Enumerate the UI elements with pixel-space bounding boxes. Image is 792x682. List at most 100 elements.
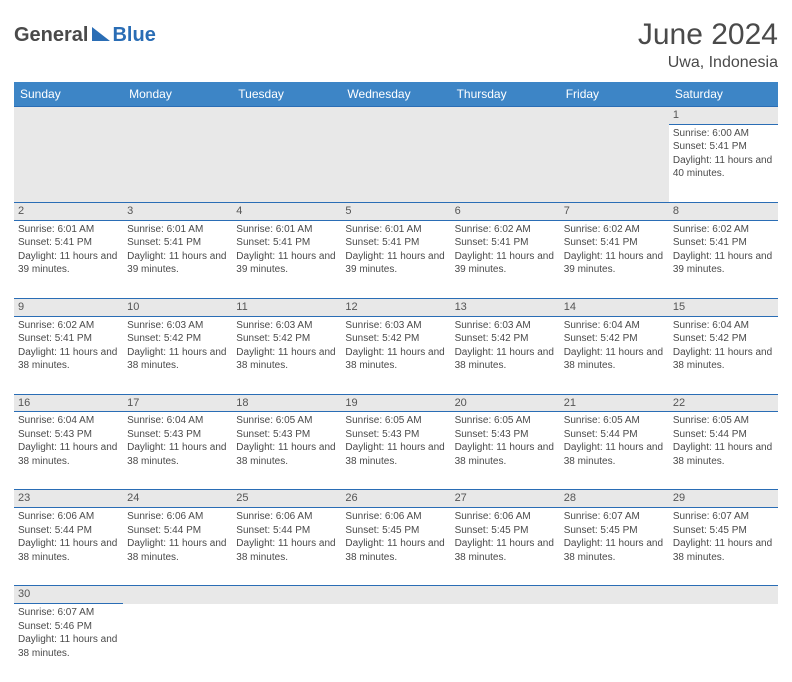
- day-info: Sunrise: 6:01 AMSunset: 5:41 PMDaylight:…: [18, 223, 119, 277]
- day-number-cell: [451, 586, 560, 604]
- logo-text-blue: Blue: [112, 24, 155, 47]
- day-number-cell: 10: [123, 298, 232, 316]
- day-number: 8: [673, 205, 679, 217]
- location: Uwa, Indonesia: [638, 54, 778, 72]
- daylight-line: Daylight: 11 hours and 38 minutes.: [345, 346, 446, 373]
- day-info-cell: Sunrise: 6:00 AMSunset: 5:41 PMDaylight:…: [669, 124, 778, 202]
- day-number-cell: [669, 586, 778, 604]
- day-info-cell: Sunrise: 6:04 AMSunset: 5:43 PMDaylight:…: [123, 412, 232, 490]
- daylight-line: Daylight: 11 hours and 38 minutes.: [345, 537, 446, 564]
- daylight-line: Daylight: 11 hours and 38 minutes.: [236, 346, 337, 373]
- day-number-cell: [451, 107, 560, 125]
- daylight-line: Daylight: 11 hours and 38 minutes.: [236, 537, 337, 564]
- day-info-cell: Sunrise: 6:03 AMSunset: 5:42 PMDaylight:…: [123, 316, 232, 394]
- day-number-cell: 6: [451, 202, 560, 220]
- daynum-row: 2345678: [14, 202, 778, 220]
- header: General Blue June 2024 Uwa, Indonesia: [14, 18, 778, 72]
- day-number-cell: 5: [341, 202, 450, 220]
- day-number-cell: 9: [14, 298, 123, 316]
- day-info-cell: Sunrise: 6:04 AMSunset: 5:43 PMDaylight:…: [14, 412, 123, 490]
- day-number-cell: 11: [232, 298, 341, 316]
- day-number: 16: [18, 397, 30, 409]
- day-info-cell: Sunrise: 6:06 AMSunset: 5:45 PMDaylight:…: [341, 508, 450, 586]
- daylight-line: Daylight: 11 hours and 38 minutes.: [673, 346, 774, 373]
- day-info-cell: Sunrise: 6:03 AMSunset: 5:42 PMDaylight:…: [451, 316, 560, 394]
- day-number-cell: 27: [451, 490, 560, 508]
- day-number-cell: [560, 107, 669, 125]
- sunrise-line: Sunrise: 6:02 AM: [564, 223, 665, 237]
- day-info-cell: Sunrise: 6:06 AMSunset: 5:44 PMDaylight:…: [123, 508, 232, 586]
- day-number-cell: 25: [232, 490, 341, 508]
- day-info: Sunrise: 6:06 AMSunset: 5:45 PMDaylight:…: [345, 510, 446, 564]
- day-info-row: Sunrise: 6:06 AMSunset: 5:44 PMDaylight:…: [14, 508, 778, 586]
- day-info-cell: Sunrise: 6:02 AMSunset: 5:41 PMDaylight:…: [14, 316, 123, 394]
- daynum-row: 30: [14, 586, 778, 604]
- day-info: Sunrise: 6:06 AMSunset: 5:44 PMDaylight:…: [127, 510, 228, 564]
- logo: General Blue: [14, 24, 156, 47]
- day-number-cell: 14: [560, 298, 669, 316]
- daylight-line: Daylight: 11 hours and 38 minutes.: [673, 441, 774, 468]
- day-number-cell: 1: [669, 107, 778, 125]
- sunset-line: Sunset: 5:41 PM: [18, 236, 119, 250]
- day-info-cell: Sunrise: 6:01 AMSunset: 5:41 PMDaylight:…: [341, 220, 450, 298]
- day-info-cell: Sunrise: 6:05 AMSunset: 5:43 PMDaylight:…: [232, 412, 341, 490]
- day-info-cell: Sunrise: 6:05 AMSunset: 5:43 PMDaylight:…: [451, 412, 560, 490]
- day-number: 17: [127, 397, 139, 409]
- daynum-row: 1: [14, 107, 778, 125]
- day-number-cell: [341, 586, 450, 604]
- sunset-line: Sunset: 5:41 PM: [345, 236, 446, 250]
- day-number-cell: 7: [560, 202, 669, 220]
- day-info: Sunrise: 6:02 AMSunset: 5:41 PMDaylight:…: [18, 319, 119, 373]
- sunrise-line: Sunrise: 6:04 AM: [564, 319, 665, 333]
- day-info-cell: [669, 604, 778, 682]
- day-number-cell: 17: [123, 394, 232, 412]
- day-info-cell: Sunrise: 6:05 AMSunset: 5:44 PMDaylight:…: [560, 412, 669, 490]
- day-number-cell: 22: [669, 394, 778, 412]
- sunrise-line: Sunrise: 6:05 AM: [564, 414, 665, 428]
- day-info: Sunrise: 6:05 AMSunset: 5:43 PMDaylight:…: [345, 414, 446, 468]
- day-info-cell: Sunrise: 6:06 AMSunset: 5:45 PMDaylight:…: [451, 508, 560, 586]
- weekday-header: Thursday: [451, 82, 560, 107]
- daylight-line: Daylight: 11 hours and 38 minutes.: [345, 441, 446, 468]
- daynum-row: 16171819202122: [14, 394, 778, 412]
- day-info-row: Sunrise: 6:02 AMSunset: 5:41 PMDaylight:…: [14, 316, 778, 394]
- day-number: 15: [673, 301, 685, 313]
- day-number-cell: [341, 107, 450, 125]
- day-info: Sunrise: 6:05 AMSunset: 5:43 PMDaylight:…: [236, 414, 337, 468]
- day-number-cell: 4: [232, 202, 341, 220]
- day-number-cell: 18: [232, 394, 341, 412]
- day-number-cell: 13: [451, 298, 560, 316]
- day-number: 2: [18, 205, 24, 217]
- sunset-line: Sunset: 5:41 PM: [236, 236, 337, 250]
- day-info-cell: Sunrise: 6:02 AMSunset: 5:41 PMDaylight:…: [669, 220, 778, 298]
- daylight-line: Daylight: 11 hours and 38 minutes.: [18, 441, 119, 468]
- day-info-cell: Sunrise: 6:04 AMSunset: 5:42 PMDaylight:…: [560, 316, 669, 394]
- sunset-line: Sunset: 5:41 PM: [18, 332, 119, 346]
- day-number-cell: 21: [560, 394, 669, 412]
- day-number: 26: [345, 492, 357, 504]
- day-info: Sunrise: 6:02 AMSunset: 5:41 PMDaylight:…: [564, 223, 665, 277]
- sunset-line: Sunset: 5:41 PM: [455, 236, 556, 250]
- day-number: 6: [455, 205, 461, 217]
- day-info: Sunrise: 6:04 AMSunset: 5:43 PMDaylight:…: [18, 414, 119, 468]
- weekday-header: Monday: [123, 82, 232, 107]
- logo-text-general: General: [14, 24, 88, 47]
- sunset-line: Sunset: 5:44 PM: [127, 524, 228, 538]
- sunrise-line: Sunrise: 6:01 AM: [236, 223, 337, 237]
- day-number: 7: [564, 205, 570, 217]
- sunrise-line: Sunrise: 6:07 AM: [18, 606, 119, 620]
- day-info-cell: Sunrise: 6:03 AMSunset: 5:42 PMDaylight:…: [232, 316, 341, 394]
- day-number-cell: 23: [14, 490, 123, 508]
- sunset-line: Sunset: 5:45 PM: [345, 524, 446, 538]
- day-number-cell: 15: [669, 298, 778, 316]
- day-info: Sunrise: 6:02 AMSunset: 5:41 PMDaylight:…: [673, 223, 774, 277]
- day-info: Sunrise: 6:05 AMSunset: 5:44 PMDaylight:…: [673, 414, 774, 468]
- day-info: Sunrise: 6:05 AMSunset: 5:43 PMDaylight:…: [455, 414, 556, 468]
- daynum-row: 23242526272829: [14, 490, 778, 508]
- day-number: 30: [18, 588, 30, 600]
- day-info-cell: [232, 124, 341, 202]
- month-title: June 2024: [638, 18, 778, 52]
- day-info: Sunrise: 6:02 AMSunset: 5:41 PMDaylight:…: [455, 223, 556, 277]
- calendar-body: 1Sunrise: 6:00 AMSunset: 5:41 PMDaylight…: [14, 107, 778, 682]
- sunset-line: Sunset: 5:45 PM: [455, 524, 556, 538]
